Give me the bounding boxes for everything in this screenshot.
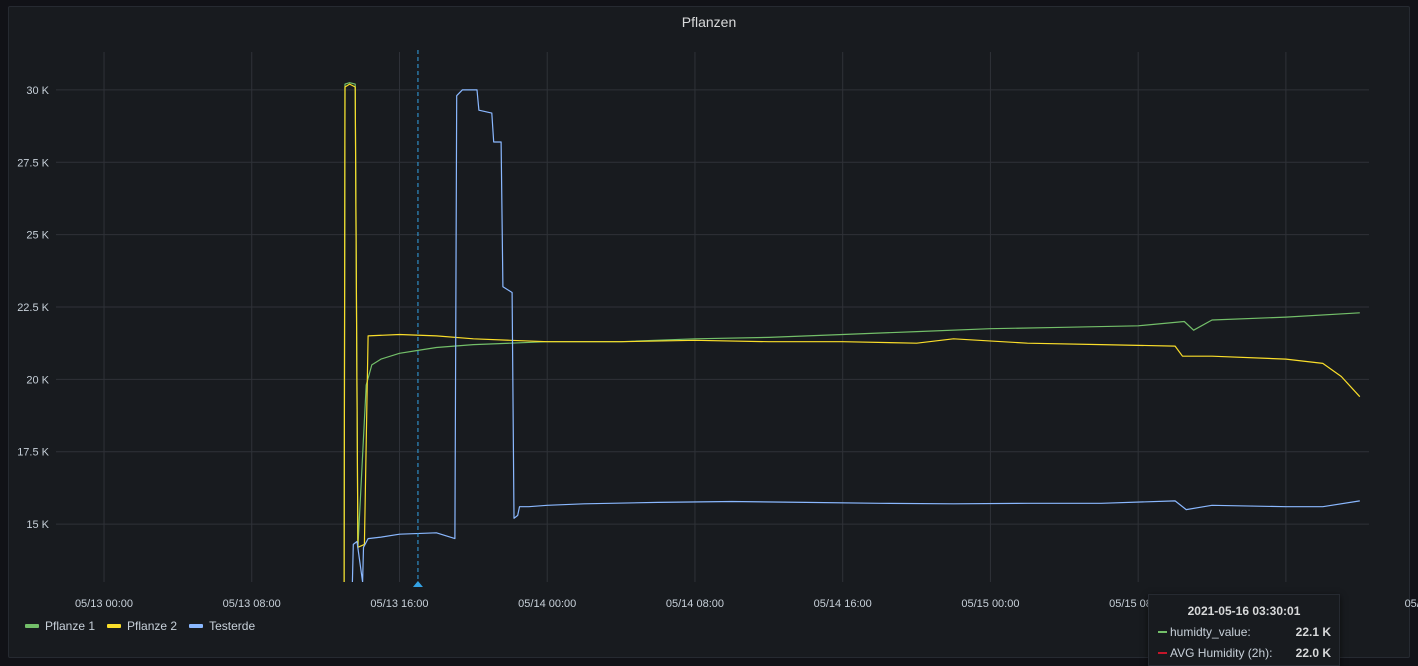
x-tick-label: 05/14 16:00 bbox=[814, 598, 872, 610]
tooltip-row: AVG Humidity (2h): 22.0 K bbox=[1149, 646, 1339, 660]
x-tick-label: 05/13 08:00 bbox=[223, 598, 281, 610]
series-line-testerde[interactable] bbox=[351, 89, 1360, 582]
legend-label: Testerde bbox=[209, 619, 256, 633]
series-line-pflanze-1[interactable] bbox=[343, 82, 1360, 582]
legend-swatch bbox=[189, 624, 204, 628]
y-tick-label: 17.5 K bbox=[17, 447, 49, 459]
series-line-pflanze-2[interactable] bbox=[343, 83, 1361, 582]
x-tick-label: 05/13 16:00 bbox=[370, 598, 428, 610]
legend-item-pflanze-2[interactable]: Pflanze 2 bbox=[107, 619, 177, 633]
cursor-marker-icon[interactable] bbox=[412, 581, 423, 587]
x-tick-label: 05/14 08:00 bbox=[666, 598, 724, 610]
y-tick-label: 30 K bbox=[26, 85, 49, 97]
tooltip-series-value: 22.0 K bbox=[1295, 646, 1331, 660]
legend: Pflanze 1 Pflanze 2 Testerde bbox=[25, 619, 255, 633]
y-tick-label: 22.5 K bbox=[17, 302, 49, 314]
line-chart[interactable]: 15 K 17.5 K 20 K 22.5 K 25 K 27.5 K 30 K 05/13 … bbox=[0, 0, 1418, 650]
hover-tooltip: 2021-05-16 03:30:01 humidty_value: 22.1 … bbox=[1148, 594, 1340, 666]
x-tick-label: 05/13 00:00 bbox=[75, 598, 133, 610]
y-tick-label: 15 K bbox=[26, 519, 49, 531]
x-tick-label: 05/16 00:00 bbox=[1405, 598, 1418, 610]
tooltip-row: humidty_value: 22.1 K bbox=[1149, 625, 1339, 639]
legend-label: Pflanze 1 bbox=[45, 619, 96, 633]
legend-swatch bbox=[107, 624, 122, 628]
tooltip-series-name: humidty_value: bbox=[1170, 625, 1251, 639]
tooltip-time: 2021-05-16 03:30:01 bbox=[1187, 604, 1301, 618]
chart-panel: Pflanzen bbox=[8, 6, 1410, 658]
y-tick-label: 25 K bbox=[26, 230, 49, 242]
legend-item-pflanze-1[interactable]: Pflanze 1 bbox=[25, 619, 95, 633]
panel-title[interactable]: Pflanzen bbox=[681, 14, 737, 30]
legend-label: Pflanze 2 bbox=[127, 619, 178, 633]
x-tick-label: 05/15 00:00 bbox=[961, 598, 1019, 610]
y-tick-label: 27.5 K bbox=[17, 157, 49, 169]
tooltip-swatch bbox=[1158, 631, 1167, 633]
tooltip-series-name: AVG Humidity (2h): bbox=[1170, 646, 1273, 660]
tooltip-series-value: 22.1 K bbox=[1295, 625, 1331, 639]
x-tick-label: 05/14 00:00 bbox=[518, 598, 576, 610]
tooltip-swatch bbox=[1158, 652, 1167, 654]
y-tick-label: 20 K bbox=[26, 374, 49, 386]
legend-item-testerde[interactable]: Testerde bbox=[189, 619, 255, 633]
legend-swatch bbox=[25, 624, 39, 628]
